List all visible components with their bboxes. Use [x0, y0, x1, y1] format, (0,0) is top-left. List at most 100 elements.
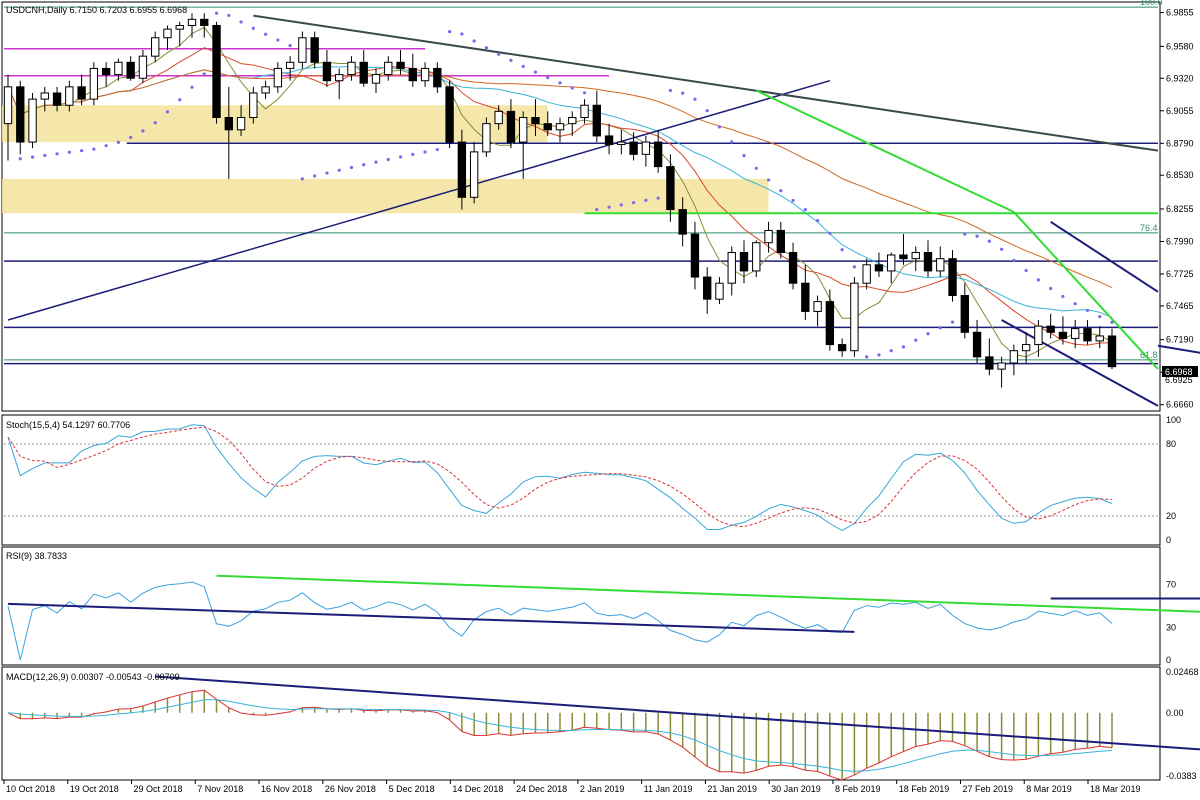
time-tick-label: 5 Dec 2018 — [389, 784, 435, 794]
candle-body — [445, 86, 454, 143]
sar-dot — [656, 196, 660, 200]
candle — [494, 105, 503, 130]
macd-main-line — [7, 689, 1113, 781]
candle-body — [1058, 331, 1068, 339]
candle-body — [948, 258, 957, 296]
macd-tick-label: 0.02468 — [1166, 667, 1199, 677]
candle-body — [138, 55, 148, 79]
sar-dot — [607, 205, 611, 209]
sar-dot — [865, 355, 869, 359]
macd-panel[interactable]: 0.02468 0.00 -0.0383 MACD(12,26,9) 0.00307… — [1, 666, 1200, 781]
candle-body — [690, 233, 700, 278]
sar-dot — [165, 110, 170, 114]
sar-dot — [828, 231, 832, 235]
time-axis: 10 Oct 2018 19 Oct 2018 29 Oct 2018 7 Nov 2… — [3, 780, 1141, 794]
candle — [224, 86, 233, 179]
candle-body — [788, 252, 798, 284]
sar-dot — [730, 140, 734, 144]
sar-dot — [448, 30, 452, 34]
candle-body — [457, 141, 467, 198]
candle — [801, 264, 810, 321]
macd-tick-label: 0.00 — [1166, 708, 1184, 718]
candle — [666, 154, 675, 222]
sar-dot — [816, 219, 820, 223]
time-tick-label: 18 Mar 2019 — [1090, 784, 1141, 794]
price-tick-label: 6.8530 — [1166, 170, 1194, 180]
candle-body — [580, 104, 589, 119]
candle-body — [813, 301, 822, 312]
sar-dot — [214, 11, 219, 15]
zone-band — [2, 105, 548, 143]
last-price-label: 6.6968 — [1162, 366, 1198, 377]
stochastic-panel[interactable]: 100 80 20 0 Stoch(15,5,4) 54.1297 60.7706 — [1, 414, 1181, 546]
candle-body — [801, 282, 810, 312]
time-tick-label: 24 Dec 2018 — [516, 784, 567, 794]
sar-dot — [533, 70, 538, 74]
sar-dot — [1024, 268, 1028, 273]
candle — [1009, 344, 1019, 376]
candle-body — [40, 92, 49, 100]
candle — [568, 111, 577, 136]
candle-body — [187, 18, 197, 26]
sar-dot — [472, 39, 476, 43]
candle — [678, 197, 687, 247]
sar-dot — [766, 178, 771, 182]
candle-body — [555, 123, 565, 131]
sar-dot — [889, 349, 893, 353]
candle — [384, 56, 393, 81]
candle — [604, 123, 614, 155]
candle-body — [347, 61, 356, 76]
candle — [531, 99, 540, 136]
candle — [163, 25, 172, 51]
sar-dot — [141, 129, 145, 133]
candle-body — [335, 74, 344, 82]
sar-dot — [1000, 247, 1004, 251]
stoch-axis: 100 80 20 0 — [1166, 415, 1181, 545]
macd-panel-frame — [1, 666, 1161, 781]
sar-dot — [386, 157, 390, 162]
candle-body — [359, 61, 368, 84]
candle — [52, 86, 62, 112]
candle-body — [997, 362, 1006, 370]
sar-dot — [202, 72, 206, 76]
sar-dot — [914, 338, 918, 342]
candle — [739, 240, 749, 284]
sar-dot — [926, 332, 930, 336]
sar-dot — [595, 207, 599, 212]
macd-trend-lines — [155, 675, 1200, 751]
candle — [396, 50, 405, 75]
sar-dot — [349, 165, 354, 170]
candle — [28, 92, 37, 149]
candle-body — [911, 252, 920, 260]
trend-line — [1001, 319, 1159, 407]
candle — [653, 129, 663, 173]
candle — [703, 267, 712, 314]
sar-dot — [901, 345, 906, 349]
candle — [138, 50, 148, 84]
candle-body — [396, 61, 405, 69]
candle-body — [960, 294, 969, 333]
time-tick-label: 26 Nov 2018 — [325, 784, 376, 794]
time-tick-label: 11 Jan 2019 — [644, 784, 693, 794]
price-tick-label: 6.9320 — [1166, 73, 1194, 83]
candle — [506, 99, 516, 149]
candle-body — [52, 92, 62, 106]
candle — [936, 246, 945, 278]
rsi-panel[interactable]: 70 30 0 RSI(9) 38.7833 — [1, 546, 1200, 666]
price-tick-label: 6.7465 — [1166, 301, 1194, 311]
sar-dot — [300, 177, 304, 181]
candle-body — [936, 258, 945, 272]
candle-body — [923, 252, 933, 272]
candle-body — [715, 282, 724, 300]
candle — [617, 129, 626, 155]
candle — [469, 142, 479, 204]
sar-dot — [803, 207, 807, 212]
time-tick-label: 8 Feb 2019 — [835, 784, 881, 794]
candle — [371, 68, 381, 93]
candle-body — [28, 98, 37, 143]
candle-body — [1095, 335, 1104, 342]
candle — [899, 234, 908, 265]
stoch-tick-label: 80 — [1166, 439, 1176, 449]
main-price-panel[interactable]: 100.076.461.8 6.98556.95806.93206.90556.… — [1, 0, 1200, 412]
